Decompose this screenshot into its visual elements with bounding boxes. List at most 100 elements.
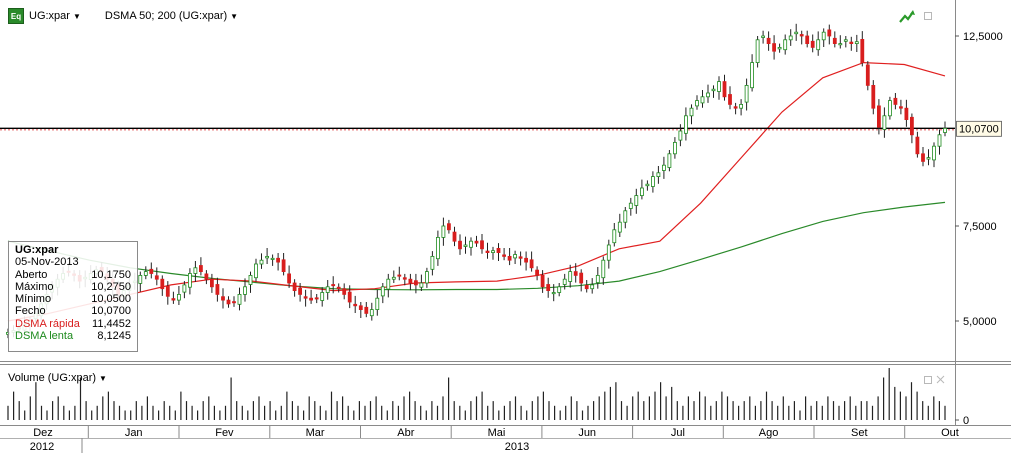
- chevron-down-icon: ▼: [72, 11, 81, 21]
- candle-body: [160, 278, 165, 290]
- candle-body: [309, 297, 314, 301]
- data-value: 10,2750: [91, 280, 131, 293]
- candle-body: [391, 276, 396, 280]
- trend-icon[interactable]: [899, 10, 915, 23]
- volume-selector[interactable]: Volume (UG:xpar) ▼: [8, 372, 107, 384]
- study-selector[interactable]: DSMA 50; 200 (UG:xpar) ▼: [105, 10, 238, 22]
- candle-body: [684, 115, 688, 134]
- candle-body: [640, 187, 644, 196]
- month-label: Ago: [759, 427, 779, 439]
- candle-body: [325, 286, 330, 293]
- candle-body: [474, 240, 479, 244]
- candle-body: [937, 134, 942, 147]
- candle-body: [899, 106, 903, 109]
- data-row-low: Mínimo 10,0500: [15, 293, 131, 305]
- candle-body: [838, 43, 843, 46]
- candle-body: [590, 284, 595, 290]
- candle-body: [413, 280, 418, 286]
- candle-body: [799, 34, 804, 37]
- volume-close-icon[interactable]: [936, 375, 945, 384]
- candle-body: [458, 240, 462, 250]
- candle-body: [154, 275, 159, 280]
- month-label: Jun: [578, 427, 596, 439]
- data-value: 11,4452: [92, 317, 131, 330]
- candle-body: [303, 296, 308, 299]
- data-label: Mínimo: [15, 293, 52, 306]
- candle-body: [320, 292, 325, 301]
- candle-body: [932, 145, 936, 161]
- candle-body: [921, 153, 925, 162]
- candle-body: [871, 85, 876, 109]
- candle-body: [485, 250, 490, 254]
- data-row-dsma-slow: DSMA lenta 8,1245: [15, 330, 131, 342]
- symbol-label: UG:xpar: [29, 10, 70, 22]
- volume-tick-label: 0: [963, 415, 969, 427]
- maximize-icon[interactable]: [924, 12, 932, 20]
- month-label: Mai: [488, 427, 506, 439]
- data-label: Máximo: [15, 280, 54, 293]
- candle-body: [904, 107, 909, 120]
- candle-body: [215, 284, 220, 295]
- volume-label: Volume (UG:xpar): [8, 372, 97, 384]
- candle-body: [606, 244, 611, 261]
- month-label: Set: [851, 427, 868, 439]
- candle-body: [943, 127, 947, 133]
- candle-body: [673, 141, 677, 155]
- candle-body: [254, 263, 258, 279]
- candle-body: [777, 47, 782, 50]
- candle-body: [446, 223, 451, 231]
- candle-body: [810, 40, 815, 48]
- candle-body: [265, 255, 270, 259]
- symbol-selector[interactable]: Eq UG:xpar ▼: [8, 8, 81, 24]
- month-label: Abr: [397, 427, 414, 439]
- candle-body: [463, 244, 468, 247]
- candle-body: [816, 39, 821, 51]
- candle-body: [573, 271, 578, 276]
- candle-body: [331, 284, 336, 287]
- candle-body: [562, 278, 567, 285]
- candle-body: [557, 286, 562, 293]
- candle-body: [259, 259, 264, 265]
- candle-body: [546, 284, 551, 291]
- candle-body: [854, 41, 859, 45]
- candle-body: [507, 255, 512, 261]
- candle-body: [662, 164, 666, 171]
- candle-body: [435, 236, 440, 260]
- equity-icon: Eq: [8, 8, 24, 24]
- candle-body: [783, 39, 788, 51]
- candle-body: [706, 92, 710, 98]
- candle-body: [832, 37, 837, 44]
- data-label: DSMA lenta: [15, 330, 74, 343]
- candle-body: [369, 309, 374, 317]
- volume-maximize-icon[interactable]: [924, 376, 932, 384]
- candle-body: [695, 100, 699, 107]
- candle-body: [772, 43, 776, 52]
- candle-body: [893, 97, 898, 105]
- candle-body: [524, 257, 528, 263]
- study-label: DSMA 50; 200 (UG:xpar): [104, 10, 228, 22]
- candle-body: [739, 104, 743, 109]
- candle-body: [766, 37, 771, 44]
- candle-body: [171, 298, 176, 301]
- candle-body: [491, 250, 495, 253]
- month-label: Mar: [306, 427, 325, 439]
- candle-body: [149, 268, 154, 274]
- year-label: 2012: [30, 441, 54, 453]
- candle-body: [750, 62, 754, 89]
- candle-body: [761, 35, 765, 38]
- candle-body: [138, 274, 143, 284]
- candle-body: [469, 240, 473, 248]
- candle-body: [860, 39, 865, 64]
- candle-body: [353, 303, 358, 307]
- candle-body: [755, 39, 760, 63]
- candle-body: [397, 274, 402, 277]
- candle-body: [628, 202, 633, 209]
- candle-body: [612, 229, 617, 244]
- candle-body: [540, 274, 545, 288]
- data-window-title: UG:xpar: [15, 244, 59, 256]
- candle-body: [700, 96, 705, 104]
- candle-body: [849, 41, 854, 44]
- candle-body: [843, 39, 848, 42]
